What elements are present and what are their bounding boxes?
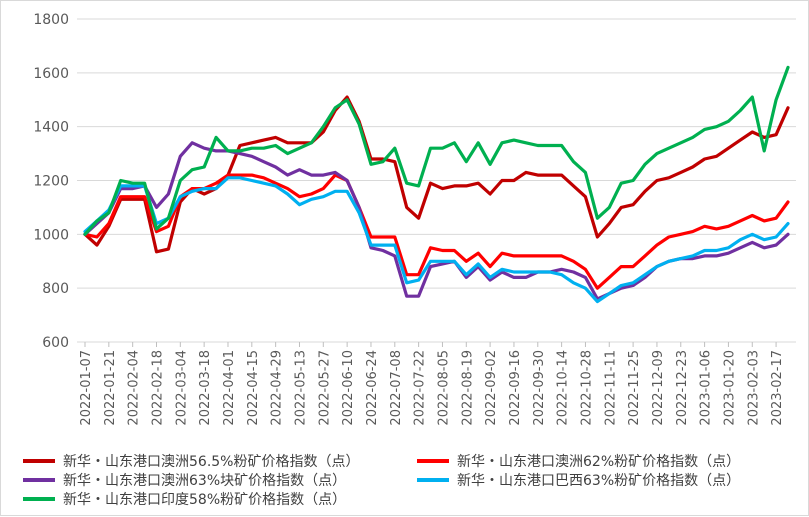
x-tick-label: 2022-09-30	[532, 350, 547, 426]
x-tick-label: 2023-02-03	[746, 350, 761, 426]
x-tick-label: 2022-07-08	[389, 350, 404, 426]
x-tick-label: 2022-03-04	[174, 350, 189, 426]
y-tick-label: 1800	[33, 12, 69, 28]
x-tick-label: 2022-10-14	[556, 350, 571, 426]
x-tick-label: 2023-02-17	[770, 350, 785, 426]
series-line-3	[83, 176, 790, 304]
y-tick-label: 800	[42, 281, 69, 297]
x-tick-label: 2022-11-25	[627, 350, 642, 426]
x-tick-label: 2022-08-19	[460, 350, 475, 426]
x-tick-label: 2022-04-29	[270, 350, 285, 426]
x-tick-label: 2022-11-11	[603, 350, 618, 426]
gridlines	[77, 18, 796, 343]
y-tick-label: 1400	[33, 120, 69, 136]
x-tick-label: 2022-01-07	[79, 350, 94, 426]
x-tick-label: 2023-01-06	[699, 350, 714, 426]
x-tick-label: 2022-06-10	[341, 350, 356, 426]
series-lines	[83, 65, 790, 304]
x-tick-label: 2022-12-09	[651, 350, 666, 426]
x-tick-label: 2022-05-27	[317, 350, 332, 426]
x-tick-label: 2022-09-16	[508, 350, 523, 426]
y-tick-label: 1200	[33, 174, 69, 190]
x-tick-label: 2022-09-02	[484, 350, 499, 426]
x-tick-label: 2022-04-15	[246, 350, 261, 426]
x-tick-label: 2022-02-04	[127, 350, 142, 426]
series-line-0	[83, 95, 790, 254]
x-tick-label: 2022-06-24	[365, 350, 380, 426]
x-tick-label: 2022-12-23	[675, 350, 690, 426]
series-line-4	[83, 65, 790, 236]
axes: 600 800 1000 1200 1400 1600 1800 2022-01-07 2022…	[33, 12, 785, 426]
x-tick-label: 2022-02-18	[150, 350, 165, 426]
x-tick-label: 2022-07-22	[413, 350, 428, 426]
x-tick-label: 2022-04-01	[222, 350, 237, 426]
y-tick-label: 1600	[33, 66, 69, 82]
y-tick-label: 600	[42, 335, 69, 351]
x-tick-label: 2022-05-13	[293, 350, 308, 426]
y-tick-label: 1000	[33, 227, 69, 243]
x-tick-label: 2022-08-05	[436, 350, 451, 426]
series-line-2	[83, 141, 790, 301]
x-tick-label: 2023-01-20	[722, 350, 737, 426]
x-tick-label: 2022-03-18	[198, 350, 213, 426]
x-tick-label: 2022-01-21	[103, 350, 118, 426]
x-tick-label: 2022-10-28	[579, 350, 594, 426]
